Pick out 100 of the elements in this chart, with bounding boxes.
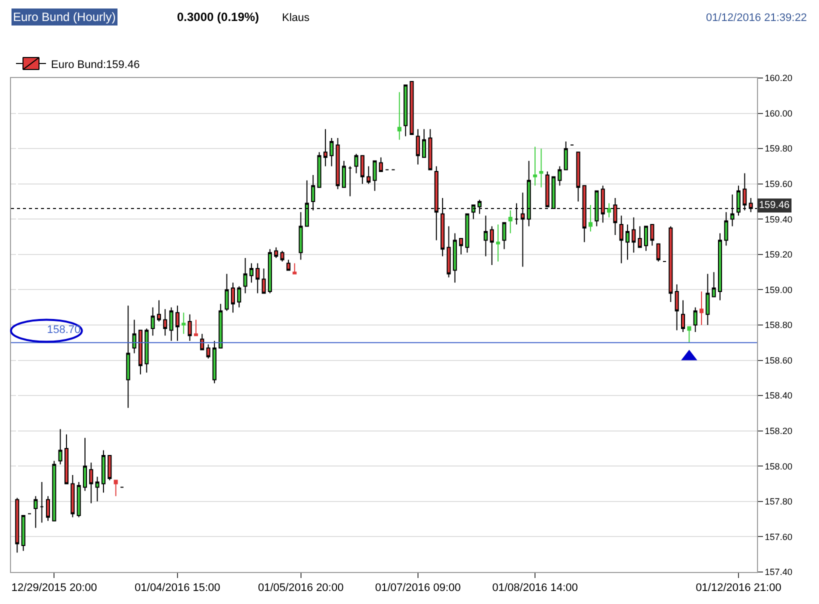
candlestick	[188, 314, 192, 342]
candlestick	[724, 212, 728, 246]
y-tick-label: 158.00	[764, 461, 792, 472]
candlestick	[76, 482, 81, 518]
y-tick-label: 159.00	[764, 284, 792, 295]
candlestick	[416, 128, 420, 165]
candlestick	[576, 152, 580, 202]
candlestick	[268, 248, 272, 294]
candlestick	[366, 166, 371, 184]
candlestick	[700, 290, 704, 326]
candlestick	[156, 300, 161, 322]
y-tick-label: 158.80	[764, 320, 792, 330]
candlestick	[465, 213, 470, 254]
candlestick	[397, 92, 402, 140]
candlestick	[693, 306, 698, 333]
candlestick	[687, 326, 692, 344]
chart-title: Euro Bund (Hourly)	[13, 10, 116, 24]
candlestick	[317, 152, 322, 188]
candlestick	[588, 204, 593, 232]
candlestick	[558, 166, 562, 186]
y-tick-label: 159.80	[764, 144, 792, 154]
candlestick	[342, 160, 346, 188]
candlestick	[656, 243, 660, 262]
candlestick	[712, 272, 716, 298]
ref-line-label: 159.46	[759, 200, 790, 211]
candlestick	[108, 455, 112, 481]
y-tick-label: 157.80	[764, 496, 792, 507]
y-tick-label: 158.60	[764, 355, 792, 366]
candlestick	[249, 262, 254, 284]
candlestick	[422, 128, 426, 158]
candlestick	[126, 305, 130, 408]
candlestick	[243, 257, 248, 294]
chart-subtitle: 0.3000 (0.19%)	[177, 10, 260, 24]
y-tick-label: 157.60	[764, 532, 792, 542]
candlestick	[496, 224, 500, 262]
candlestick	[256, 262, 260, 294]
y-tick-label: 158.40	[764, 390, 792, 401]
candlestick	[280, 250, 284, 262]
candlestick	[446, 226, 451, 278]
candlestick	[706, 273, 710, 326]
candlestick	[95, 476, 100, 502]
candlestick	[348, 166, 352, 197]
x-tick-label: 01/08/2016 14:00	[492, 582, 578, 594]
candlestick	[378, 156, 383, 172]
y-tick-label: 160.00	[764, 108, 792, 118]
candlestick	[212, 340, 216, 384]
y-tick-label: 160.20	[764, 73, 792, 84]
candlestick	[607, 202, 612, 218]
candlestick	[718, 232, 722, 301]
candlestick	[175, 305, 180, 342]
candlestick	[15, 497, 20, 554]
candlestick	[372, 160, 377, 192]
x-tick-label: 01/04/2016 15:00	[134, 582, 220, 594]
y-tick-label: 158.20	[764, 426, 792, 436]
candlestick	[428, 128, 432, 170]
candlestick	[668, 226, 673, 303]
candlestick	[206, 344, 210, 360]
candlestick	[274, 246, 278, 258]
candlestick	[410, 81, 414, 135]
y-tick-label: 159.40	[764, 214, 792, 224]
y-tick-label: 159.20	[764, 250, 792, 260]
x-tick-label: 12/29/2015 20:00	[11, 582, 97, 594]
candlestick	[459, 238, 464, 255]
candlestick	[52, 460, 56, 522]
candlestick	[323, 128, 328, 167]
x-tick-label: 01/07/2016 09:00	[375, 582, 461, 594]
candlestick	[490, 226, 494, 266]
candlestick	[644, 226, 648, 252]
candlestick	[132, 319, 136, 354]
candlestick	[638, 226, 642, 248]
legend-label: Euro Bund:159.46	[51, 58, 140, 71]
candlestick	[70, 474, 75, 518]
y-tick-label: 159.60	[764, 179, 792, 190]
candlestick	[114, 480, 118, 497]
candlestick	[144, 328, 149, 374]
candlestick	[632, 216, 636, 254]
candlestick	[484, 215, 488, 257]
y-tick-label: 157.40	[764, 567, 792, 578]
candlestick	[218, 303, 223, 348]
candlestick	[674, 284, 679, 331]
candlestick	[336, 137, 340, 190]
candlestick	[404, 84, 408, 137]
candlestick	[163, 308, 168, 336]
candlestick	[230, 282, 235, 314]
candlestick	[619, 215, 624, 264]
candlestick	[681, 300, 686, 333]
candlestick	[89, 462, 94, 504]
candlestick	[508, 210, 512, 234]
candlestick	[330, 137, 334, 167]
x-tick-label: 01/12/2016 21:00	[696, 582, 782, 594]
candlestick	[292, 262, 297, 274]
candlestick	[452, 232, 457, 284]
candlestick	[182, 312, 186, 334]
candlestick	[564, 141, 568, 170]
candlestick	[169, 306, 174, 342]
ref-line-label: 158.70	[47, 324, 81, 336]
candlestick	[360, 155, 364, 184]
candlestick	[298, 212, 303, 260]
candlestick	[262, 268, 266, 294]
candlestick	[626, 224, 630, 260]
